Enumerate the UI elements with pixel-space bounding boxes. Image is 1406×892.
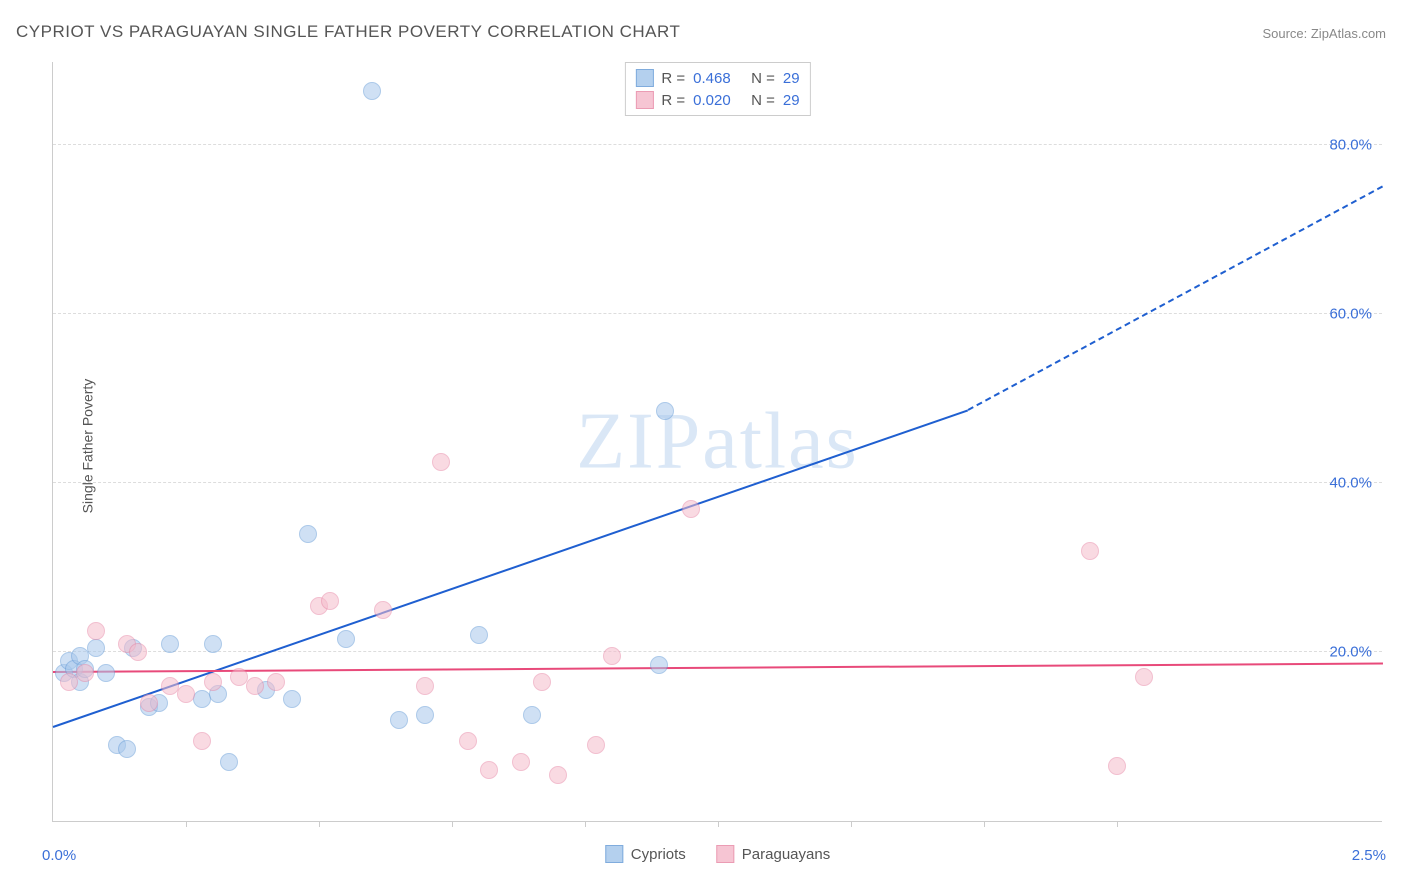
data-point [682, 500, 700, 518]
data-point [390, 711, 408, 729]
data-point [656, 402, 674, 420]
data-point [204, 635, 222, 653]
data-point [523, 706, 541, 724]
data-point [416, 706, 434, 724]
data-point [87, 622, 105, 640]
data-point [459, 732, 477, 750]
legend-item-cypriots: Cypriots [605, 845, 686, 863]
legend-swatch-cypriots [635, 69, 653, 87]
x-axis-label-min: 0.0% [42, 847, 76, 864]
data-point [512, 753, 530, 771]
data-point [129, 643, 147, 661]
legend-item-paraguayans: Paraguayans [716, 845, 830, 863]
data-point [363, 82, 381, 100]
data-point [480, 761, 498, 779]
data-point [204, 673, 222, 691]
legend-swatch-paraguayans [635, 91, 653, 109]
trend-line [53, 410, 969, 729]
data-point [416, 677, 434, 695]
chart-container: CYPRIOT VS PARAGUAYAN SINGLE FATHER POVE… [0, 0, 1406, 892]
chart-title: CYPRIOT VS PARAGUAYAN SINGLE FATHER POVE… [16, 22, 680, 42]
data-point [87, 639, 105, 657]
legend-r-value-paraguayans: 0.020 [693, 92, 743, 109]
legend-label: Cypriots [631, 846, 686, 863]
y-tick-label: 60.0% [1329, 306, 1372, 323]
data-point [161, 635, 179, 653]
legend-n-value-cypriots: 29 [783, 70, 800, 87]
data-point [220, 753, 238, 771]
source-attribution: Source: ZipAtlas.com [1262, 26, 1386, 41]
legend-r-label: R = [661, 70, 685, 87]
x-tick [718, 821, 719, 827]
data-point [533, 673, 551, 691]
data-point [603, 647, 621, 665]
gridline [53, 313, 1382, 314]
data-point [587, 736, 605, 754]
data-point [1108, 757, 1126, 775]
legend-n-value-paraguayans: 29 [783, 92, 800, 109]
data-point [97, 664, 115, 682]
x-tick [851, 821, 852, 827]
x-tick [319, 821, 320, 827]
gridline [53, 482, 1382, 483]
legend-r-label: R = [661, 92, 685, 109]
gridline [53, 651, 1382, 652]
x-tick [984, 821, 985, 827]
x-tick [452, 821, 453, 827]
legend-r-value-cypriots: 0.468 [693, 70, 743, 87]
data-point [246, 677, 264, 695]
data-point [193, 732, 211, 750]
data-point [1135, 668, 1153, 686]
trend-line [968, 186, 1384, 412]
data-point [1081, 542, 1099, 560]
data-point [374, 601, 392, 619]
data-point [650, 656, 668, 674]
data-point [432, 453, 450, 471]
legend-stats-row: R = 0.468 N = 29 [635, 67, 799, 89]
data-point [76, 664, 94, 682]
legend-series: Cypriots Paraguayans [605, 845, 830, 863]
data-point [337, 630, 355, 648]
y-tick-label: 80.0% [1329, 137, 1372, 154]
data-point [267, 673, 285, 691]
data-point [299, 525, 317, 543]
y-tick-label: 40.0% [1329, 475, 1372, 492]
gridline [53, 144, 1382, 145]
legend-swatch-paraguayans [716, 845, 734, 863]
data-point [470, 626, 488, 644]
legend-swatch-cypriots [605, 845, 623, 863]
data-point [177, 685, 195, 703]
watermark-text: ZIPatlas [576, 396, 859, 487]
legend-n-label: N = [751, 92, 775, 109]
plot-area: ZIPatlas R = 0.468 N = 29 R = 0.020 N = … [52, 62, 1382, 822]
legend-stats-row: R = 0.020 N = 29 [635, 89, 799, 111]
data-point [283, 690, 301, 708]
legend-stats: R = 0.468 N = 29 R = 0.020 N = 29 [624, 62, 810, 116]
x-tick [186, 821, 187, 827]
data-point [118, 740, 136, 758]
trend-line [53, 663, 1383, 673]
data-point [321, 592, 339, 610]
legend-n-label: N = [751, 70, 775, 87]
legend-label: Paraguayans [742, 846, 830, 863]
x-tick [1117, 821, 1118, 827]
y-tick-label: 20.0% [1329, 644, 1372, 661]
data-point [140, 694, 158, 712]
x-tick [585, 821, 586, 827]
data-point [549, 766, 567, 784]
x-axis-label-max: 2.5% [1352, 847, 1386, 864]
